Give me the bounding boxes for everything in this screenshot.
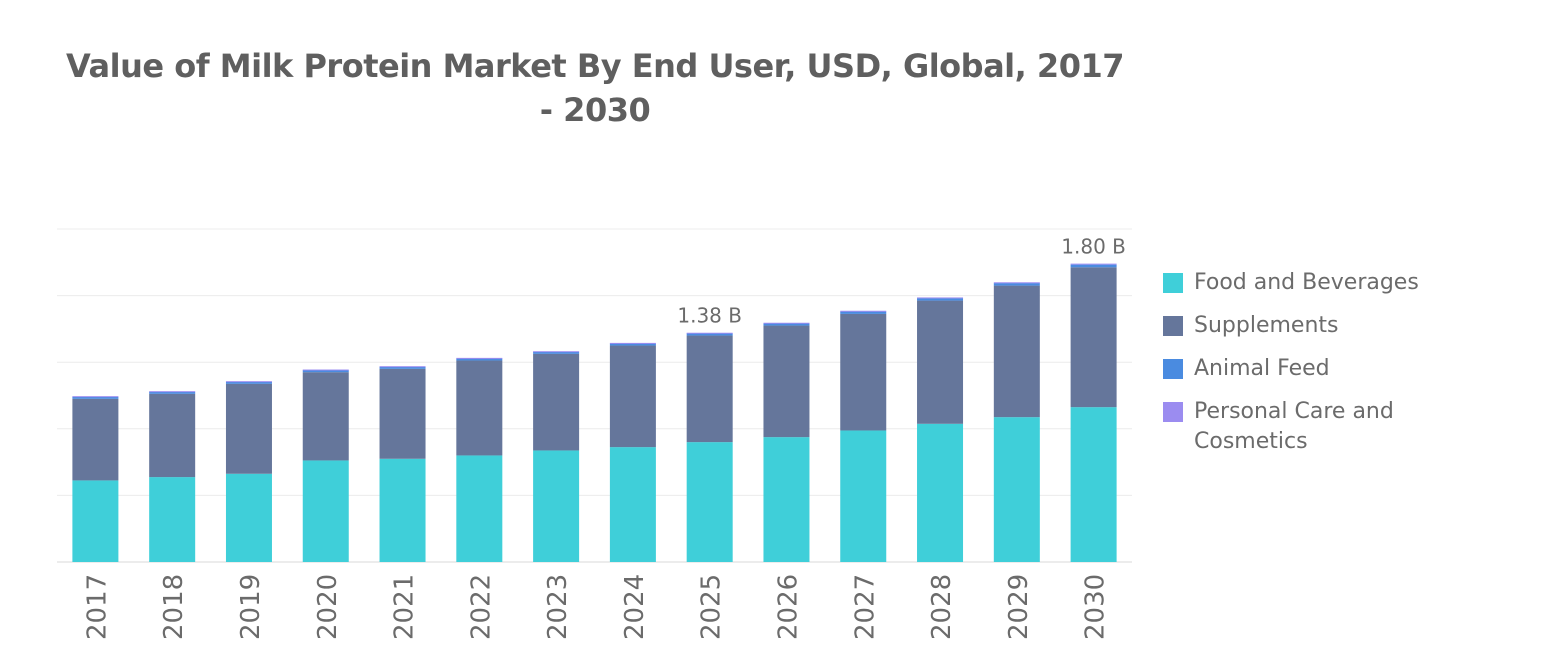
bar-segment-animal-feed-2029 xyxy=(993,283,1040,286)
bar-segment-food-and-beverages-2028 xyxy=(917,423,964,562)
bar-segment-animal-feed-2018 xyxy=(149,391,196,394)
bar-segment-personal-care-and-cosmetics-2024 xyxy=(609,342,656,344)
x-tick-label: 2020 xyxy=(313,574,343,640)
data-labels: 1.38 B 1.80 B xyxy=(677,235,1126,328)
bar-segment-food-and-beverages-2020 xyxy=(302,460,349,562)
x-tick-label: 2023 xyxy=(543,574,573,640)
x-tick-label: 2024 xyxy=(620,574,650,640)
bar-segment-supplements-2027 xyxy=(840,313,887,431)
legend: Food and Beverages Supplements Animal Feed… xyxy=(1163,268,1514,470)
bar-segment-supplements-2018 xyxy=(149,393,196,478)
bar-segment-food-and-beverages-2024 xyxy=(609,447,656,562)
bar-segment-supplements-2022 xyxy=(456,360,503,456)
bars xyxy=(72,263,1117,562)
bar-segment-food-and-beverages-2030 xyxy=(1070,407,1117,562)
bar-segment-personal-care-and-cosmetics-2023 xyxy=(533,351,580,353)
bar-segment-supplements-2029 xyxy=(993,285,1040,418)
legend-swatch xyxy=(1163,402,1183,422)
bar-segment-food-and-beverages-2027 xyxy=(840,430,887,562)
bar-segment-personal-care-and-cosmetics-2017 xyxy=(72,396,119,398)
bar-segment-animal-feed-2030 xyxy=(1070,264,1117,268)
legend-item[interactable]: Personal Care and Cosmetics xyxy=(1163,397,1514,457)
bar-segment-supplements-2021 xyxy=(379,368,426,459)
bar-segment-personal-care-and-cosmetics-2019 xyxy=(225,381,272,383)
bar-segment-personal-care-and-cosmetics-2022 xyxy=(456,357,503,359)
chart-title: Value of Milk Protein Market By End User… xyxy=(66,47,1124,129)
bar-segment-supplements-2026 xyxy=(763,325,810,438)
bar-segment-animal-feed-2025 xyxy=(686,333,733,336)
bar-segment-supplements-2025 xyxy=(686,335,733,443)
bar-segment-animal-feed-2022 xyxy=(456,358,503,361)
bar-segment-supplements-2030 xyxy=(1070,267,1117,408)
legend-item[interactable]: Animal Feed xyxy=(1163,354,1514,384)
bar-segment-personal-care-and-cosmetics-2021 xyxy=(379,366,426,368)
bar-segment-animal-feed-2020 xyxy=(302,370,349,373)
bar-segment-food-and-beverages-2018 xyxy=(149,477,196,562)
legend-label: Food and Beverages xyxy=(1194,270,1419,295)
bar-segment-food-and-beverages-2025 xyxy=(686,442,733,562)
x-axis-ticks: 2017 2018 2019 2020 2021 2022 2023 2024 2025 2026… xyxy=(82,574,1110,640)
legend-label: Animal Feed xyxy=(1194,356,1330,381)
bar-segment-food-and-beverages-2017 xyxy=(72,480,119,562)
x-tick-label: 2022 xyxy=(466,574,496,640)
x-tick-label: 2018 xyxy=(159,574,189,640)
bar-segment-supplements-2019 xyxy=(225,383,272,474)
legend-swatch xyxy=(1163,316,1183,336)
bar-segment-animal-feed-2021 xyxy=(379,366,426,369)
bar-segment-animal-feed-2024 xyxy=(609,343,656,346)
bar-segment-personal-care-and-cosmetics-2027 xyxy=(840,310,887,312)
bar-segment-food-and-beverages-2029 xyxy=(993,417,1040,562)
gridlines xyxy=(57,228,1132,563)
bar-segment-food-and-beverages-2019 xyxy=(225,473,272,562)
bar-segment-supplements-2023 xyxy=(533,353,580,451)
bar-segment-animal-feed-2028 xyxy=(917,298,964,301)
bar-segment-personal-care-and-cosmetics-2018 xyxy=(149,391,196,393)
bar-segment-personal-care-and-cosmetics-2026 xyxy=(763,322,810,324)
bar-segment-supplements-2024 xyxy=(609,345,656,448)
bar-segment-animal-feed-2019 xyxy=(225,381,272,384)
bar-segment-personal-care-and-cosmetics-2029 xyxy=(993,282,1040,284)
x-tick-label: 2025 xyxy=(697,574,727,640)
bar-segment-food-and-beverages-2026 xyxy=(763,437,810,562)
bar-segment-personal-care-and-cosmetics-2030 xyxy=(1070,263,1117,265)
legend-item[interactable]: Supplements xyxy=(1163,311,1514,341)
legend-label: Personal Care and Cosmetics xyxy=(1194,399,1394,454)
legend-swatch xyxy=(1163,273,1183,293)
x-tick-label: 2026 xyxy=(773,574,803,640)
bar-segment-personal-care-and-cosmetics-2028 xyxy=(917,297,964,299)
bar-segment-supplements-2028 xyxy=(917,300,964,424)
x-tick-label: 2029 xyxy=(1004,574,1034,640)
legend-swatch xyxy=(1163,359,1183,379)
x-tick-label: 2019 xyxy=(236,574,266,640)
bar-segment-supplements-2020 xyxy=(302,372,349,461)
bar-segment-food-and-beverages-2023 xyxy=(533,450,580,562)
data-label-total-2025: 1.38 B xyxy=(677,304,742,328)
x-tick-label: 2027 xyxy=(850,574,880,640)
legend-item[interactable]: Food and Beverages xyxy=(1163,268,1514,298)
x-tick-label: 2021 xyxy=(390,574,420,640)
bar-segment-animal-feed-2017 xyxy=(72,396,119,399)
bar-segment-supplements-2017 xyxy=(72,398,119,481)
legend-label: Supplements xyxy=(1194,313,1339,338)
x-tick-label: 2030 xyxy=(1081,574,1111,640)
bar-segment-animal-feed-2026 xyxy=(763,323,810,326)
bar-segment-animal-feed-2023 xyxy=(533,351,580,354)
x-tick-label: 2017 xyxy=(82,574,112,640)
bar-segment-personal-care-and-cosmetics-2025 xyxy=(686,332,733,334)
bar-segment-personal-care-and-cosmetics-2020 xyxy=(302,369,349,371)
data-label-total-2030: 1.80 B xyxy=(1061,235,1126,259)
bar-segment-food-and-beverages-2021 xyxy=(379,458,426,562)
x-tick-label: 2028 xyxy=(927,574,957,640)
bar-segment-animal-feed-2027 xyxy=(840,311,887,314)
bar-segment-food-and-beverages-2022 xyxy=(456,455,503,562)
